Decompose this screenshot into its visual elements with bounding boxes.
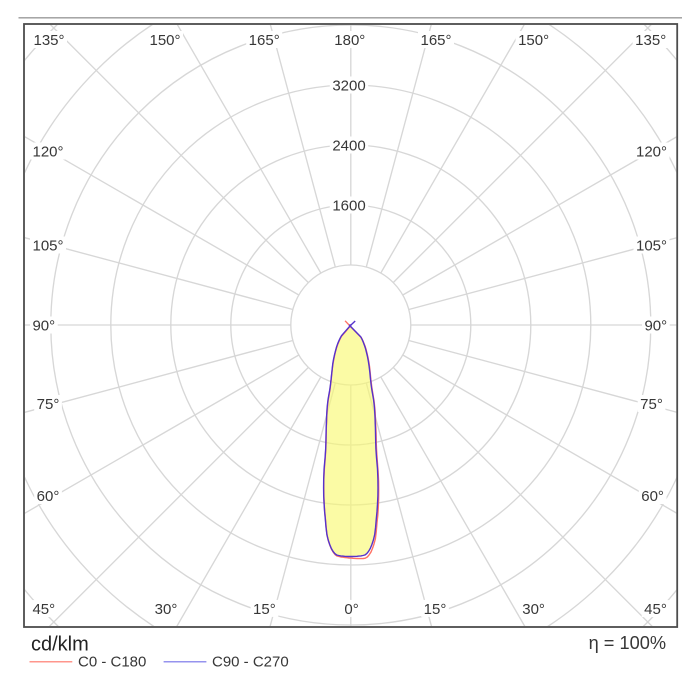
svg-text:135°: 135° — [33, 32, 64, 49]
svg-text:150°: 150° — [518, 32, 549, 49]
svg-text:105°: 105° — [636, 237, 667, 254]
svg-text:cd/klm: cd/klm — [31, 633, 89, 655]
svg-text:45°: 45° — [32, 601, 55, 618]
svg-text:1600: 1600 — [332, 197, 365, 214]
svg-text:165°: 165° — [249, 32, 280, 49]
svg-text:135°: 135° — [635, 32, 666, 49]
svg-text:3200: 3200 — [332, 77, 365, 94]
svg-text:180°: 180° — [334, 32, 365, 49]
svg-text:30°: 30° — [522, 601, 545, 618]
svg-text:0°: 0° — [344, 601, 358, 618]
svg-text:75°: 75° — [37, 396, 60, 413]
svg-text:105°: 105° — [32, 237, 63, 254]
svg-text:120°: 120° — [636, 143, 667, 160]
svg-text:120°: 120° — [32, 143, 63, 160]
svg-text:C90 - C270: C90 - C270 — [212, 654, 289, 671]
svg-text:2400: 2400 — [332, 137, 365, 154]
svg-text:15°: 15° — [253, 601, 276, 618]
svg-text:165°: 165° — [420, 32, 451, 49]
svg-text:60°: 60° — [641, 488, 664, 505]
svg-text:90°: 90° — [32, 317, 55, 334]
svg-text:60°: 60° — [37, 488, 60, 505]
svg-text:90°: 90° — [644, 317, 667, 334]
svg-text:30°: 30° — [155, 601, 178, 618]
svg-text:η = 100%: η = 100% — [589, 633, 666, 653]
svg-text:15°: 15° — [424, 601, 447, 618]
svg-text:45°: 45° — [644, 601, 667, 618]
svg-text:C0 - C180: C0 - C180 — [78, 654, 146, 671]
svg-text:75°: 75° — [640, 396, 663, 413]
svg-text:150°: 150° — [149, 32, 180, 49]
